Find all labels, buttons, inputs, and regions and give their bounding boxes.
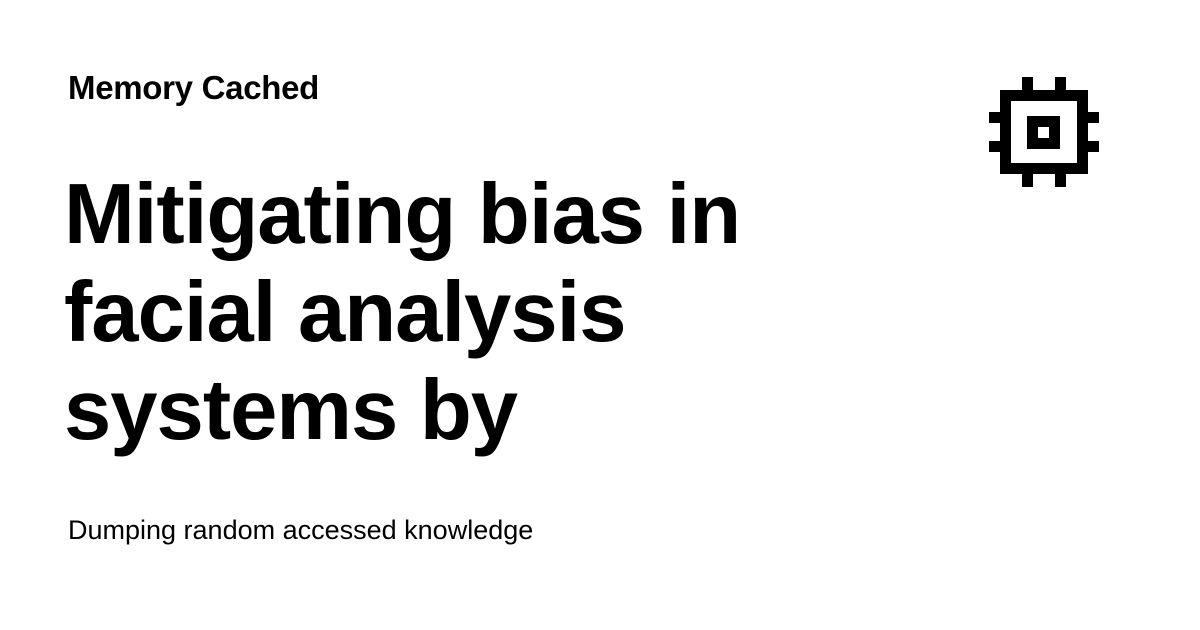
- cpu-chip-icon: [989, 77, 1099, 187]
- site-tagline: Dumping random accessed knowledge: [68, 515, 534, 545]
- post-title: Mitigating bias in facial analysis syste…: [64, 167, 741, 458]
- site-name: Memory Cached: [68, 69, 320, 106]
